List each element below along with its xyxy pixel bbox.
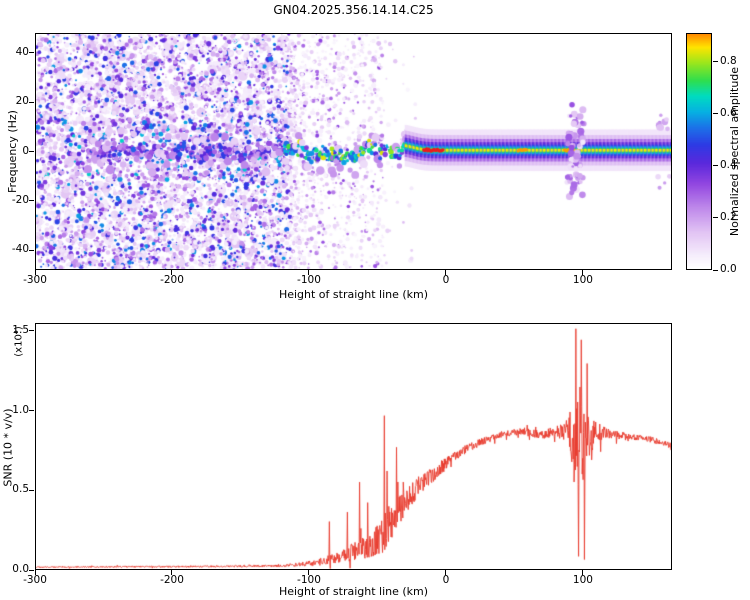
- y-tick: [29, 330, 34, 332]
- colorbar-tick: [713, 113, 718, 115]
- x-tick-label: 0: [442, 274, 450, 286]
- colorbar-tick: [713, 269, 718, 271]
- snr-panel: [35, 323, 672, 570]
- colorbar-tick-label: 0.4: [720, 158, 737, 171]
- x-tick: [171, 270, 173, 275]
- y-tick: [29, 200, 34, 202]
- y-tick-label: -40: [11, 243, 29, 256]
- colorbar-tick-label: 0.8: [720, 54, 737, 67]
- spectrogram-panel: [35, 33, 672, 270]
- y-tick: [29, 52, 34, 54]
- colorbar-canvas: [687, 34, 711, 269]
- spectrogram-canvas: [36, 34, 671, 269]
- colorbar-tick-label: 0.6: [720, 106, 737, 119]
- y-tick-label: 20: [15, 95, 29, 108]
- x-tick: [582, 270, 584, 275]
- y-tick: [29, 489, 34, 491]
- y-tick-label: 1.0: [12, 403, 29, 416]
- colorbar-tick-label: 0.2: [720, 210, 737, 223]
- colorbar-label-text: Normalized spectral amplitude: [728, 66, 742, 236]
- colorbar-tick: [713, 61, 718, 63]
- x-tick: [445, 270, 447, 275]
- x-tick-label: 100: [572, 274, 593, 286]
- frequency-axis-label-text: Frequency (Hz): [5, 109, 19, 193]
- snr-axis-label-text: SNR (10 * v/v): [1, 407, 15, 487]
- y-tick: [29, 569, 34, 571]
- y-tick-label: 0.0: [12, 563, 29, 575]
- colorbar: [686, 33, 712, 270]
- y-tick-label: 0: [22, 144, 29, 157]
- figure-title: GN04.2025.356.14.14.C25: [273, 3, 434, 17]
- x-tick: [171, 570, 173, 575]
- x-tick: [34, 270, 36, 275]
- colorbar-tick: [713, 165, 718, 167]
- x-tick: [582, 570, 584, 575]
- y-tick-label: 0.5: [12, 483, 29, 496]
- y-tick: [29, 151, 34, 152]
- colorbar-tick-label: 0.0: [720, 263, 737, 275]
- x-tick-label: -300: [23, 274, 47, 286]
- x-tick-label: -200: [160, 274, 184, 286]
- y-tick-label: 40: [15, 45, 29, 58]
- y-tick: [29, 410, 34, 412]
- y-tick-label: -20: [11, 193, 29, 206]
- snr-xaxis-label: Height of straight line (km): [278, 585, 429, 598]
- x-tick: [34, 570, 36, 575]
- x-tick: [308, 270, 310, 275]
- x-tick: [308, 570, 310, 575]
- snr-line-canvas: [36, 324, 671, 569]
- spectrogram-xaxis-label: Height of straight line (km): [278, 288, 429, 301]
- y-tick: [29, 101, 34, 103]
- y-tick: [29, 249, 34, 251]
- x-tick: [445, 570, 447, 575]
- colorbar-tick: [713, 217, 718, 219]
- y-tick-label: 1.5: [12, 323, 29, 336]
- snr-axis-scale-note-text: (x10⁴): [13, 325, 25, 357]
- x-tick-label: -100: [297, 274, 321, 286]
